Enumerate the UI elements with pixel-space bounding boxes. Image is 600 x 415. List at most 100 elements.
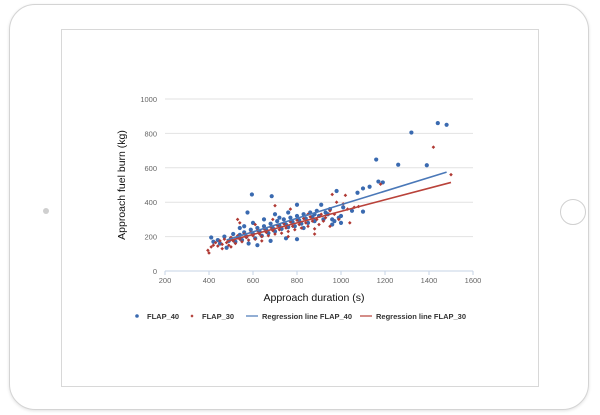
legend: FLAP_40 FLAP_30 Regression line FLAP_40 Reg… — [135, 312, 466, 321]
flap40-point — [396, 162, 401, 167]
flap30-point — [220, 242, 224, 247]
flap30-point — [293, 227, 297, 232]
flap30-point — [218, 239, 222, 243]
y-tick-label: 1000 — [140, 95, 157, 104]
flap30-point — [310, 219, 315, 223]
legend-marker-flap30 — [190, 314, 194, 318]
flap40-point — [349, 208, 355, 213]
flap30-point — [211, 243, 216, 247]
flap40-point — [209, 235, 214, 240]
flap30-point — [271, 228, 275, 233]
x-tick-label: 1000 — [333, 276, 350, 285]
flap30-point — [334, 200, 339, 204]
flap30-point — [240, 239, 244, 244]
flap40-point — [255, 225, 260, 231]
y-tick-label: 800 — [144, 129, 157, 138]
flap40-point — [330, 222, 335, 227]
flap30-point — [216, 244, 220, 248]
flap40-point — [334, 188, 339, 194]
flap30-point — [299, 226, 304, 230]
flap40-point — [374, 157, 379, 162]
flap40-point — [435, 120, 440, 126]
flap40-point — [424, 163, 429, 168]
x-tick-label: 1200 — [377, 276, 394, 285]
flap40-point — [294, 213, 300, 219]
flap30-point — [229, 245, 233, 249]
flap40-point — [332, 219, 337, 224]
flap30-point — [288, 220, 293, 224]
flap30-point — [271, 217, 275, 222]
flap30-point — [264, 230, 268, 235]
flap40-point — [376, 179, 381, 184]
flap40-point — [294, 202, 300, 207]
flap30-point — [238, 221, 242, 225]
flap40-point — [341, 205, 346, 210]
flap30-point — [343, 193, 348, 198]
flap40-point — [242, 224, 247, 229]
flap40-point — [292, 224, 297, 229]
flap40-point — [272, 212, 278, 217]
flap30-point — [235, 217, 240, 222]
flap30-point — [317, 222, 321, 227]
y-tick-label: 0 — [153, 267, 157, 276]
flap30-point — [260, 234, 264, 239]
flap30-point — [308, 215, 312, 219]
flap40-point — [281, 217, 286, 222]
flap40-point — [246, 241, 251, 246]
flap30-point — [286, 234, 290, 239]
flap30-point — [246, 238, 251, 242]
flap30-point — [273, 203, 277, 208]
flap30-point — [213, 240, 218, 245]
flap40-point — [277, 215, 282, 220]
flap30-point — [257, 232, 262, 236]
flap30-point — [244, 235, 249, 240]
y-tick-label: 600 — [144, 164, 157, 173]
flap30-point — [286, 229, 290, 234]
flap40-point — [248, 227, 253, 232]
flap40-point — [269, 194, 274, 199]
x-tick-label: 200 — [159, 276, 172, 285]
flap40-point — [301, 225, 306, 231]
flap30-point — [284, 226, 288, 230]
flap30-point — [297, 222, 301, 227]
flap40-point — [268, 238, 273, 243]
flap40-point — [275, 219, 280, 224]
flap30-point — [330, 192, 334, 197]
flap30-point — [222, 237, 227, 241]
y-axis-label: Approach fuel burn (kg) — [116, 130, 128, 240]
flap40-point — [237, 225, 242, 231]
y-tick-label: 200 — [144, 233, 157, 242]
camera-icon — [43, 208, 49, 214]
x-axis-label: Approach duration (s) — [264, 292, 365, 304]
legend-marker-flap40 — [135, 314, 139, 318]
regression-line-flap30 — [226, 181, 452, 243]
home-button[interactable] — [560, 199, 586, 225]
flap40-point — [305, 220, 311, 225]
x-tick-label: 1600 — [465, 276, 482, 285]
flap30-point — [323, 215, 328, 220]
flap40-point — [231, 231, 236, 237]
flap40-point — [255, 243, 260, 248]
legend-label: FLAP_30 — [202, 312, 234, 321]
flap40-point — [409, 130, 414, 135]
flap40-point — [380, 180, 385, 185]
flap30-point — [348, 221, 352, 225]
flap30-point — [206, 248, 210, 253]
flap40-point — [222, 234, 227, 239]
y-tick-label: 400 — [144, 198, 157, 207]
legend-label: Regression line FLAP_40 — [262, 312, 352, 321]
flap30-point — [282, 221, 286, 226]
flap40-point — [338, 220, 344, 225]
flap30-point — [207, 251, 211, 255]
flap30-point — [209, 245, 213, 249]
flap30-point — [304, 221, 308, 225]
flap30-point — [288, 207, 293, 211]
flap40-point — [261, 217, 267, 222]
flap40-point — [250, 220, 256, 225]
flap40-point — [283, 236, 289, 241]
flap40-point — [294, 237, 300, 242]
flap40-point — [367, 184, 372, 189]
flap30-point — [253, 237, 257, 241]
flap30-point — [253, 222, 257, 227]
